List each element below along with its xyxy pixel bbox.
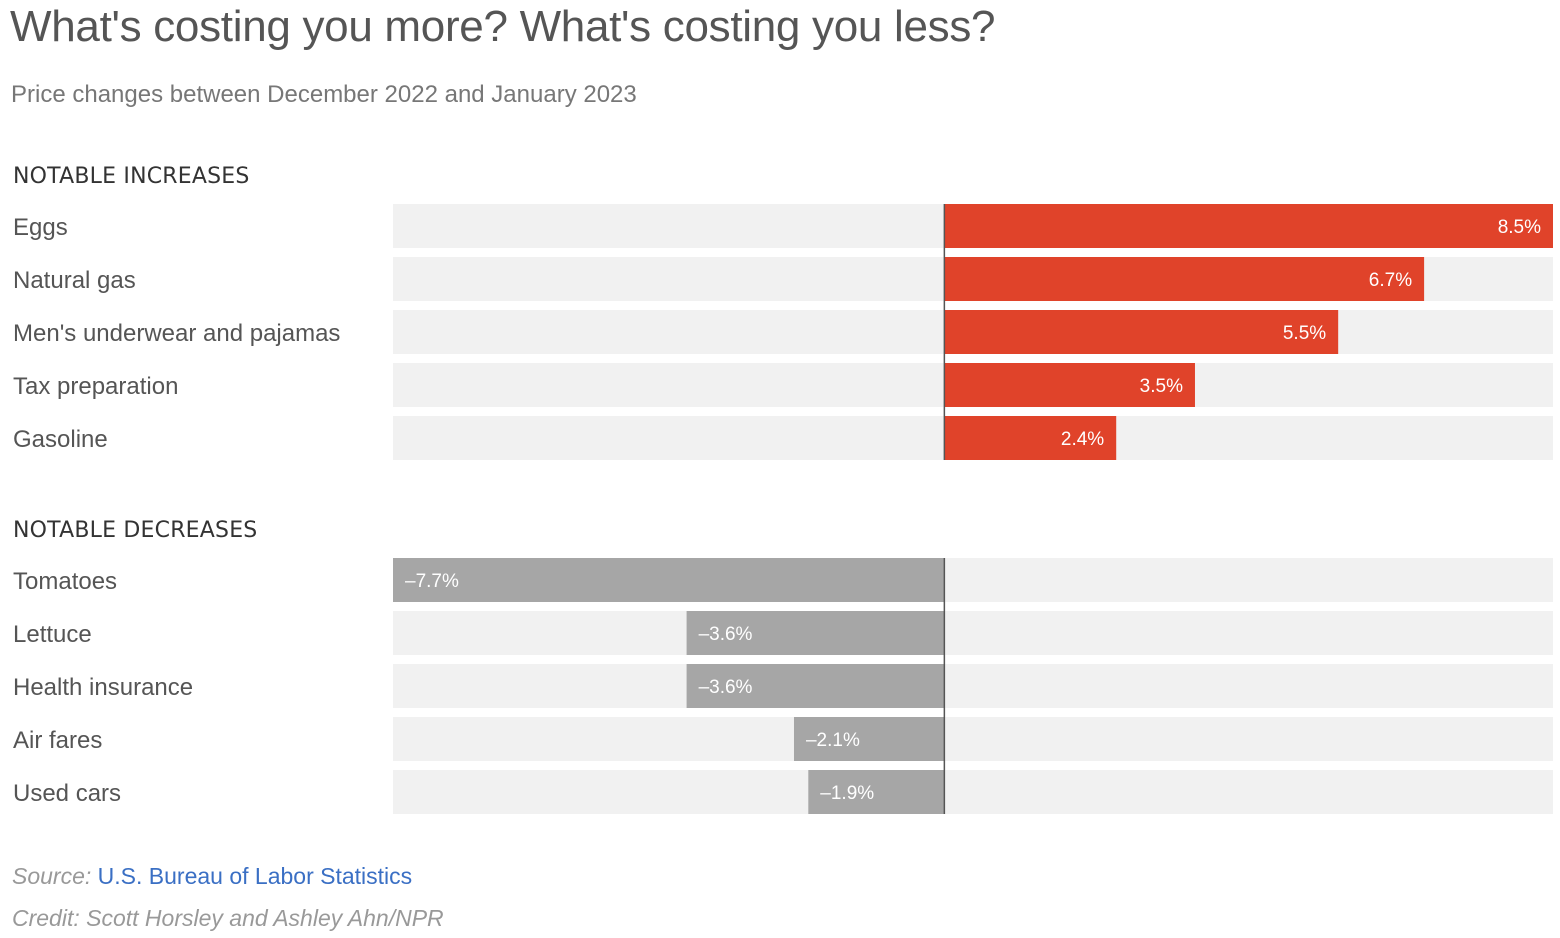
data-label: 3.5% (1140, 376, 1183, 397)
bar-track (393, 770, 1553, 814)
category-label: Men's underwear and pajamas (13, 320, 340, 347)
bar-lettuce (686, 611, 945, 655)
bar-air-fares (793, 717, 945, 761)
data-label: –7.7% (405, 571, 459, 592)
data-label: –1.9% (820, 783, 874, 804)
bar-eggs (944, 204, 1553, 248)
category-label: Used cars (13, 780, 121, 807)
data-label: –3.6% (699, 677, 753, 698)
data-label: –3.6% (699, 624, 753, 645)
category-label: Lettuce (13, 621, 92, 648)
bar-used-cars (808, 770, 945, 814)
source-line: Source: U.S. Bureau of Labor Statistics (12, 863, 412, 890)
increases-section-heading: NOTABLE INCREASES (13, 164, 250, 189)
decreases-section-heading: NOTABLE DECREASES (13, 518, 258, 543)
data-label: 6.7% (1369, 270, 1412, 291)
data-label: 8.5% (1498, 217, 1541, 238)
bar-natural-gas (944, 257, 1425, 301)
bar-gasoline (944, 416, 1117, 460)
credit-line: Credit: Scott Horsley and Ashley Ahn/NPR (12, 905, 444, 931)
bar-men-s-underwear-and-pajamas (944, 310, 1339, 354)
category-label: Tax preparation (13, 373, 178, 400)
bar-tomatoes (393, 558, 945, 602)
data-label: –2.1% (806, 730, 860, 751)
category-label: Natural gas (13, 267, 136, 294)
chart-title: What's costing you more? What's costing … (10, 2, 996, 51)
bar-track (393, 611, 1553, 655)
bar-track (393, 664, 1553, 708)
category-label: Health insurance (13, 674, 193, 701)
data-label: 5.5% (1283, 323, 1326, 344)
source-link[interactable]: U.S. Bureau of Labor Statistics (97, 863, 413, 889)
bar-track (393, 717, 1553, 761)
category-label: Air fares (13, 727, 102, 754)
category-label: Tomatoes (13, 568, 117, 595)
bar-tax-preparation (944, 363, 1195, 407)
data-label: 2.4% (1061, 429, 1104, 450)
bar-health-insurance (686, 664, 945, 708)
category-label: Gasoline (13, 426, 108, 453)
chart-subtitle: Price changes between December 2022 and … (11, 81, 637, 108)
source-label: Source: (12, 863, 92, 889)
category-label: Eggs (13, 214, 68, 241)
